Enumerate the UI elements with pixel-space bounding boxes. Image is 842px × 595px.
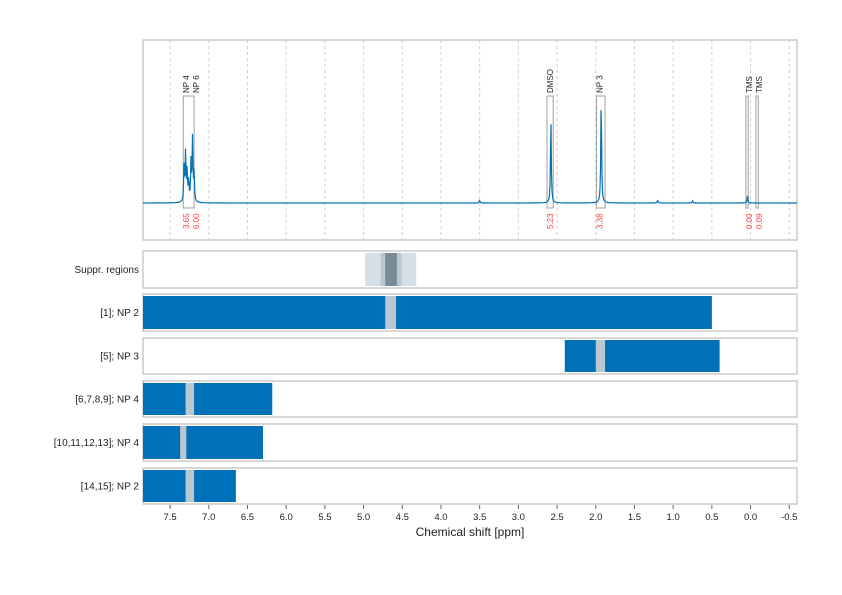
x-tick-label: 6.5 — [241, 512, 254, 523]
spectrum-line — [143, 110, 797, 204]
integral-value: 6.00 — [192, 213, 201, 229]
row-panel — [142, 467, 798, 505]
x-tick-label: 1.0 — [667, 512, 680, 523]
x-tick-label: 7.0 — [202, 512, 215, 523]
suppressed-region — [385, 253, 397, 286]
row-label: [6,7,8,9]; NP 4 — [75, 395, 139, 406]
row-bar — [143, 296, 712, 329]
x-tick-label: 7.5 — [163, 512, 176, 523]
row-label: [14,15]; NP 2 — [81, 482, 140, 493]
x-axis-label: Chemical shift [ppm] — [416, 525, 525, 539]
integral-value: 0.09 — [755, 213, 764, 229]
row-label: [1]; NP 2 — [100, 308, 139, 319]
peak-region-box — [182, 95, 195, 209]
peak-label: TMS — [755, 76, 764, 93]
x-tick-label: 5.5 — [318, 512, 331, 523]
integral-value: 0.00 — [745, 213, 754, 229]
peak-label: DMSO — [546, 69, 555, 93]
x-tick-label: 2.5 — [550, 512, 563, 523]
integral-value: 3.65 — [182, 213, 191, 229]
x-tick-label: 6.0 — [280, 512, 293, 523]
x-tick-label: -0.5 — [781, 512, 797, 523]
row-gap — [180, 426, 187, 459]
x-tick-label: 3.0 — [512, 512, 525, 523]
row-gap — [185, 470, 195, 502]
peak-region-box — [745, 95, 749, 209]
integral-value: 3.38 — [596, 213, 605, 229]
x-tick-label: 4.0 — [434, 512, 447, 523]
row-bar — [143, 383, 273, 415]
row-label: [10,11,12,13]; NP 4 — [54, 438, 140, 449]
row-gap — [385, 296, 397, 329]
x-tick-label: 3.5 — [473, 512, 486, 523]
x-tick-label: 4.5 — [396, 512, 409, 523]
x-tick-label: 5.0 — [357, 512, 370, 523]
row-label: [5]; NP 3 — [100, 352, 139, 363]
integral-value: 5.23 — [546, 213, 555, 229]
row-label: Suppr. regions — [75, 265, 140, 276]
peak-region-box — [596, 95, 606, 209]
row-gap — [595, 340, 606, 372]
row-gap — [185, 383, 195, 415]
x-tick-label: 0.5 — [705, 512, 718, 523]
peak-label: TMS — [745, 76, 754, 93]
peak-label: NP 3 — [596, 75, 605, 93]
row-panel — [142, 250, 798, 289]
row-bar — [143, 426, 263, 459]
peak-region-box — [546, 95, 554, 209]
x-tick-label: 2.0 — [589, 512, 602, 523]
row-bar — [564, 340, 720, 372]
spectrum-panel — [142, 39, 798, 241]
peak-label: NP 6 — [192, 75, 201, 93]
x-tick-label: 1.5 — [628, 512, 641, 523]
x-tick-label: 0.0 — [744, 512, 757, 523]
peak-region-box — [755, 95, 759, 209]
peak-label: NP 4 — [182, 75, 191, 93]
